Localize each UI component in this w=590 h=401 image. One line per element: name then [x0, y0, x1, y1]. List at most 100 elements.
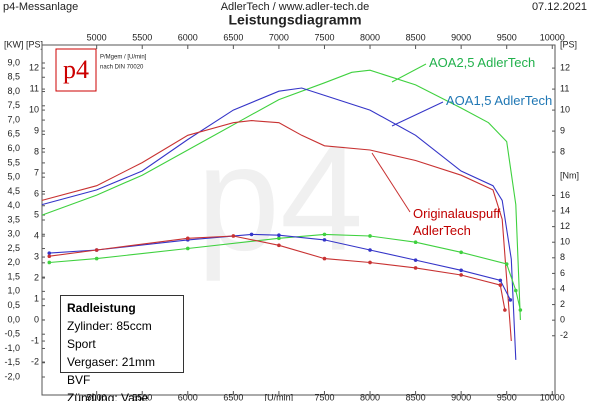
data-point	[368, 234, 372, 238]
y-tick-label: 9,0	[7, 57, 20, 67]
info-line: Zündung: Vape	[67, 391, 149, 401]
x-tick-label: 6000	[178, 392, 198, 401]
x-tick-label: 8000	[360, 392, 380, 401]
data-point	[498, 283, 503, 287]
y-tick-label: 3,5	[7, 214, 20, 224]
data-point	[231, 234, 236, 238]
data-point	[249, 232, 254, 237]
data-point	[322, 238, 327, 242]
data-point	[498, 278, 503, 283]
annotation-arrow	[391, 101, 444, 127]
data-point	[413, 258, 418, 262]
chart-title: Leistungsdiagramm	[228, 12, 361, 28]
y-tick-label: 1,0	[7, 286, 20, 296]
data-point	[368, 248, 372, 252]
x-tick-label: 10000	[540, 32, 565, 42]
x-tick-label: 7000	[269, 32, 289, 42]
x-tick-label: 5000	[87, 392, 107, 401]
y-tick-label: 4,5	[7, 186, 20, 196]
y-tick-label: 0,5	[7, 300, 20, 310]
y-tick-label: 0,0	[7, 314, 20, 324]
data-point	[503, 308, 507, 312]
y-tick-label: 2	[34, 272, 39, 282]
x-tick-label: 7500	[314, 32, 334, 42]
y-tick-label: -1,0	[4, 343, 20, 353]
y-tick-label: 6	[34, 188, 39, 198]
x-tick-label: 7500	[314, 392, 334, 401]
y-tick-label: 9	[34, 125, 39, 135]
y-tick-label: 9	[560, 125, 565, 135]
y-tick-label: 0	[34, 314, 39, 324]
y-tick-label: -0,5	[4, 329, 20, 339]
y-tick-label: 8,0	[7, 86, 20, 96]
y-tick-label: 8,5	[7, 72, 20, 82]
series-line	[41, 87, 517, 360]
data-point	[322, 232, 327, 237]
x-tick-label: 5000	[87, 32, 107, 42]
data-point	[459, 273, 463, 277]
data-point	[459, 268, 463, 273]
data-point	[185, 246, 190, 251]
y-tick-label: -2	[560, 330, 568, 340]
y-tick-label: -1	[31, 335, 39, 345]
y-tick-label: 12	[560, 62, 570, 72]
logo-box	[55, 48, 97, 92]
y-tick-label: 8	[560, 252, 565, 262]
data-point	[277, 236, 281, 241]
x-tick-label: 6000	[178, 32, 198, 42]
x-tick-label: 5500	[132, 32, 152, 42]
logo-text: p4	[63, 55, 89, 84]
y-tick-label: 12	[29, 62, 39, 72]
y-tick-label: 0	[560, 315, 565, 325]
data-point	[504, 262, 509, 266]
y-tick-label: 7,5	[7, 100, 20, 110]
y-tick-label: 3	[34, 251, 39, 261]
logo-note: P/Mgem / [U/min]	[100, 55, 147, 61]
data-point	[277, 233, 281, 238]
logo: p4 P/Mgem / [U/min] nach DIN 70020	[55, 48, 147, 92]
data-point	[514, 288, 518, 293]
y-tick-label: 6,0	[7, 143, 20, 153]
info-line: Zylinder: 85ccm Sport	[67, 319, 152, 351]
x-tick-label: 8500	[406, 392, 426, 401]
data-point	[47, 254, 52, 259]
y-tick-label: 12	[560, 221, 570, 231]
ps-unit: [PS]	[26, 39, 43, 49]
data-point	[94, 256, 99, 261]
data-point	[277, 243, 281, 248]
y-tick-label: 1	[34, 293, 39, 303]
data-point	[47, 260, 52, 265]
y-tick-label: 6,5	[7, 129, 20, 139]
y-tick-label: 2,5	[7, 243, 20, 253]
y-tick-label: 7,0	[7, 114, 20, 124]
y-tick-label: 1,5	[7, 271, 20, 281]
data-point	[508, 298, 513, 302]
y-tick-label: 5	[34, 209, 39, 219]
logo-note: nach DIN 70020	[100, 65, 144, 71]
y-tick-label: 4	[34, 230, 39, 240]
y-tick-label: -1,5	[4, 357, 20, 367]
y-tick-label: 5,0	[7, 172, 20, 182]
x-tick-label: 9000	[451, 392, 471, 401]
series-line	[41, 69, 521, 321]
y-tick-label: 10	[560, 104, 570, 114]
x-tick-label: 9500	[497, 392, 517, 401]
series-label: Originalauspuff AdlerTech	[413, 206, 501, 238]
y-tick-label: 16	[560, 190, 570, 200]
data-point	[322, 256, 327, 261]
ps-right-unit: [PS]	[560, 39, 577, 49]
y-tick-label: 2,0	[7, 257, 20, 267]
kw-unit: [KW]	[4, 39, 24, 49]
y-tick-label: 10	[29, 104, 39, 114]
watermark: p4	[197, 114, 364, 282]
header-left: p4-Messanlage	[3, 1, 78, 13]
x-tick-label: 9000	[451, 32, 471, 42]
y-tick-label: -2,0	[4, 371, 20, 381]
x-tick-label: 9500	[497, 32, 517, 42]
data-point	[47, 251, 52, 255]
y-tick-label: 4	[560, 283, 565, 293]
y-tick-label: -2	[31, 356, 39, 366]
series-line	[41, 120, 512, 342]
series-label: AOA1,5 AdlerTech	[446, 93, 553, 108]
